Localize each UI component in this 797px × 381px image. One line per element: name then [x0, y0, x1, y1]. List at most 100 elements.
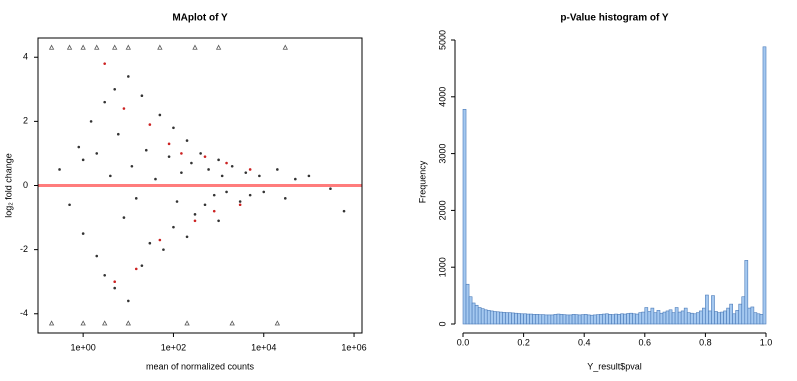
point: [162, 248, 165, 251]
point: [175, 200, 179, 203]
bar: [708, 310, 712, 325]
point: [199, 152, 202, 155]
point: [144, 148, 148, 152]
x-axis-label: Y_result$pval: [587, 361, 642, 371]
bar: [689, 312, 694, 325]
point: [113, 280, 117, 283]
bar: [523, 313, 527, 325]
point: [113, 286, 117, 290]
bar: [662, 311, 667, 325]
bar: [762, 46, 767, 325]
bar: [529, 313, 533, 325]
y-tick-label: 0: [23, 180, 28, 190]
bar: [538, 314, 543, 325]
point: [238, 200, 242, 203]
x-tick-label: 1e+00: [71, 342, 96, 352]
clipped-point: [229, 320, 235, 326]
point: [172, 126, 175, 130]
bar: [674, 307, 679, 325]
bar: [565, 314, 570, 325]
bar: [620, 313, 624, 325]
bar: [720, 311, 724, 325]
bar: [635, 313, 640, 325]
bar: [571, 314, 576, 325]
point: [148, 241, 152, 245]
bar: [608, 314, 612, 325]
point: [154, 177, 157, 181]
point: [225, 190, 228, 194]
point: [134, 197, 138, 200]
bar: [705, 294, 709, 325]
point: [89, 120, 93, 123]
y-axis-label: Frequency: [417, 160, 427, 203]
point: [140, 94, 144, 98]
bar: [602, 313, 606, 325]
bar: [477, 307, 482, 325]
point: [77, 145, 81, 149]
point: [113, 88, 117, 91]
bar: [617, 314, 621, 325]
bar: [753, 312, 758, 325]
bar: [532, 314, 537, 325]
point: [238, 203, 242, 207]
clipped-point: [125, 320, 131, 326]
bar: [614, 313, 618, 325]
point: [148, 123, 152, 126]
point: [167, 155, 171, 158]
y-tick-label: -4: [20, 308, 28, 318]
bar: [499, 311, 503, 325]
point: [185, 235, 189, 239]
bar: [589, 314, 594, 325]
bar: [535, 314, 540, 325]
x-tick-label: 1.0: [760, 337, 773, 347]
point: [276, 168, 279, 171]
y-tick-label: 1000: [437, 257, 447, 277]
bar: [586, 314, 591, 325]
bar: [508, 312, 512, 325]
clipped-point: [94, 44, 100, 50]
bar: [559, 314, 564, 325]
bar: [644, 307, 649, 325]
point: [193, 219, 197, 223]
point: [95, 152, 99, 155]
point: [185, 139, 189, 142]
bar: [517, 313, 521, 325]
clipped-point: [80, 320, 86, 326]
bar: [468, 296, 473, 325]
bar: [526, 313, 530, 325]
point: [172, 225, 175, 229]
point: [103, 62, 106, 65]
x-tick-label: 0.4: [578, 337, 591, 347]
point: [212, 209, 216, 213]
bar: [547, 314, 552, 325]
bar: [596, 314, 600, 325]
point: [68, 203, 71, 207]
point: [329, 187, 332, 191]
bar: [647, 311, 652, 325]
clipped-point: [184, 320, 190, 326]
point: [207, 168, 210, 171]
bar: [541, 314, 546, 325]
bar: [677, 311, 682, 325]
y-axis-label: log₂ fold change: [3, 153, 13, 218]
bar: [702, 307, 706, 325]
bar: [605, 313, 609, 325]
x-axis-label: mean of normalized counts: [146, 361, 255, 371]
y-tick-label: 3000: [437, 144, 447, 164]
bar: [656, 310, 661, 325]
x-tick-label: 1e+02: [161, 342, 186, 352]
point: [134, 267, 138, 271]
bar: [611, 314, 615, 325]
bar: [629, 312, 633, 325]
point: [158, 113, 162, 117]
point: [217, 158, 220, 162]
bar: [544, 314, 549, 325]
bar: [556, 313, 561, 325]
point: [190, 161, 193, 165]
clipped-point: [112, 44, 118, 50]
bar: [759, 314, 764, 325]
point: [81, 158, 85, 162]
bar: [653, 312, 658, 325]
x-tick-label: 0.6: [639, 337, 652, 347]
bar: [577, 314, 582, 325]
